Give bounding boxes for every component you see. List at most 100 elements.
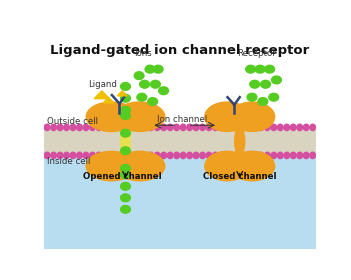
Ellipse shape xyxy=(180,151,187,159)
Ellipse shape xyxy=(44,151,51,159)
Circle shape xyxy=(247,93,257,101)
Circle shape xyxy=(246,65,256,73)
Circle shape xyxy=(255,65,265,73)
Ellipse shape xyxy=(296,123,303,131)
Ellipse shape xyxy=(57,151,64,159)
Ellipse shape xyxy=(173,151,180,159)
Ellipse shape xyxy=(283,123,290,131)
Circle shape xyxy=(134,72,144,80)
Ellipse shape xyxy=(277,151,284,159)
Ellipse shape xyxy=(193,123,200,131)
Ellipse shape xyxy=(204,151,250,181)
Ellipse shape xyxy=(173,123,180,131)
Ellipse shape xyxy=(82,123,90,131)
Bar xyxy=(120,126,131,157)
Circle shape xyxy=(265,65,274,73)
Ellipse shape xyxy=(76,151,83,159)
Bar xyxy=(44,127,316,155)
Circle shape xyxy=(121,171,130,179)
Ellipse shape xyxy=(89,151,96,159)
Text: Ions: Ions xyxy=(134,49,152,59)
Ellipse shape xyxy=(160,123,167,131)
Ellipse shape xyxy=(270,123,277,131)
Ellipse shape xyxy=(69,151,77,159)
Ellipse shape xyxy=(180,123,187,131)
Ellipse shape xyxy=(303,151,310,159)
Ellipse shape xyxy=(218,151,226,159)
Circle shape xyxy=(121,106,130,114)
Ellipse shape xyxy=(114,151,165,181)
Ellipse shape xyxy=(186,123,193,131)
Ellipse shape xyxy=(50,123,57,131)
Ellipse shape xyxy=(50,151,57,159)
Ellipse shape xyxy=(86,101,137,132)
Ellipse shape xyxy=(309,151,316,159)
Circle shape xyxy=(153,65,163,73)
Text: Inside cell: Inside cell xyxy=(47,157,90,166)
Ellipse shape xyxy=(234,126,245,157)
Ellipse shape xyxy=(309,123,316,131)
Circle shape xyxy=(145,65,155,73)
Ellipse shape xyxy=(154,123,161,131)
Ellipse shape xyxy=(63,123,70,131)
Circle shape xyxy=(258,98,268,105)
Ellipse shape xyxy=(82,151,90,159)
Ellipse shape xyxy=(229,151,276,181)
Circle shape xyxy=(148,98,158,105)
Circle shape xyxy=(121,129,130,137)
Circle shape xyxy=(121,164,130,172)
Ellipse shape xyxy=(160,151,167,159)
Ellipse shape xyxy=(95,123,102,131)
Circle shape xyxy=(272,76,282,84)
Ellipse shape xyxy=(290,151,297,159)
Ellipse shape xyxy=(270,151,277,159)
Ellipse shape xyxy=(89,123,96,131)
Text: Ligand: Ligand xyxy=(88,80,117,88)
Ellipse shape xyxy=(204,101,250,132)
Ellipse shape xyxy=(205,123,213,131)
Ellipse shape xyxy=(212,123,219,131)
Ellipse shape xyxy=(154,151,161,159)
Ellipse shape xyxy=(57,123,64,131)
Polygon shape xyxy=(103,97,114,103)
Circle shape xyxy=(121,94,130,102)
Ellipse shape xyxy=(283,151,290,159)
Circle shape xyxy=(137,93,147,101)
Ellipse shape xyxy=(229,101,276,132)
Ellipse shape xyxy=(95,151,102,159)
Polygon shape xyxy=(94,91,110,99)
Circle shape xyxy=(151,80,160,88)
Polygon shape xyxy=(117,91,127,96)
Circle shape xyxy=(121,206,130,213)
Ellipse shape xyxy=(277,123,284,131)
Ellipse shape xyxy=(199,123,206,131)
Text: Outside cell: Outside cell xyxy=(47,117,98,126)
Text: Receptor: Receptor xyxy=(237,49,276,59)
Ellipse shape xyxy=(264,123,271,131)
Text: Opened channel: Opened channel xyxy=(84,172,162,181)
Ellipse shape xyxy=(114,101,165,132)
Ellipse shape xyxy=(63,151,70,159)
Ellipse shape xyxy=(186,151,193,159)
Circle shape xyxy=(250,80,260,88)
Ellipse shape xyxy=(212,151,219,159)
Ellipse shape xyxy=(76,123,83,131)
Circle shape xyxy=(140,80,150,88)
Ellipse shape xyxy=(199,151,206,159)
Ellipse shape xyxy=(296,151,303,159)
Bar xyxy=(44,155,316,249)
Ellipse shape xyxy=(257,123,264,131)
Circle shape xyxy=(261,80,271,88)
Text: Ion channel: Ion channel xyxy=(158,115,208,124)
Circle shape xyxy=(121,112,130,119)
Ellipse shape xyxy=(167,123,174,131)
Ellipse shape xyxy=(147,123,154,131)
Ellipse shape xyxy=(86,151,137,181)
Text: Closed channel: Closed channel xyxy=(203,172,277,181)
Circle shape xyxy=(121,194,130,202)
Circle shape xyxy=(121,83,130,90)
Ellipse shape xyxy=(44,123,51,131)
Circle shape xyxy=(269,93,279,101)
Ellipse shape xyxy=(257,151,264,159)
Ellipse shape xyxy=(218,123,226,131)
